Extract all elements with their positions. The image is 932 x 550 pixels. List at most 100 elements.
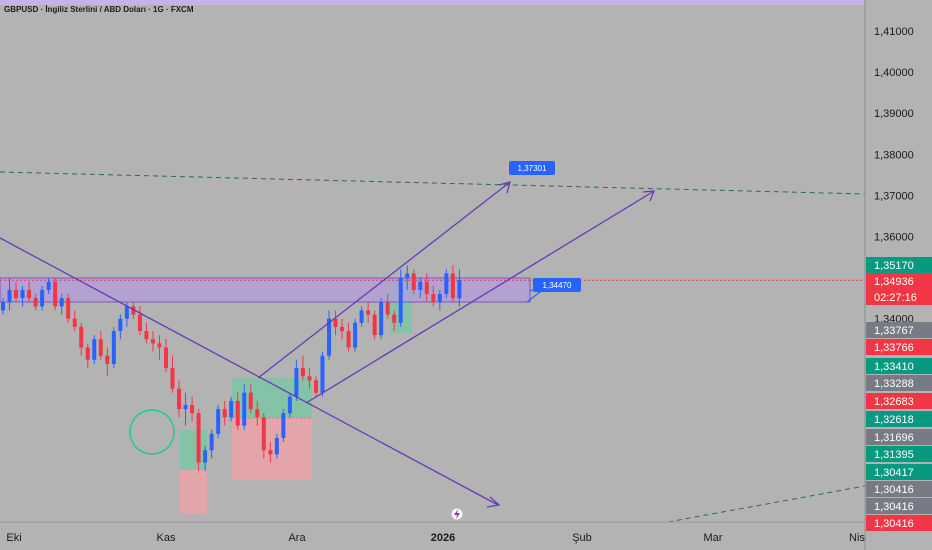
candle-body [392,314,397,323]
axis-price-badge-bg [866,464,932,480]
axis-price-badge: 1,32683 [866,393,932,409]
candle-body [229,400,234,418]
axis-price-badge: 1,30416 [866,481,932,497]
axis-price-badge-bg [866,446,932,462]
axis-price-badge: 02:27:16 [866,289,932,305]
candle-body [111,331,116,364]
candles [1,265,462,471]
candle-body [92,339,97,360]
candle [274,433,279,459]
candle [72,310,77,332]
candle [85,343,90,369]
candle-body [431,294,436,303]
candle [300,355,305,381]
chart-title: GBPUSD · İngiliz Sterlini / ABD Doları ·… [4,5,194,14]
candle [79,322,84,356]
candle-body [248,392,253,410]
candle [150,331,155,352]
target-price-label: 1,37301 [509,161,555,175]
candle [53,277,58,311]
candle [203,446,208,471]
candle-body [327,318,331,356]
time-tick-label: Eki [6,532,21,544]
candle-body [333,318,338,327]
axis-price-badge-text: 02:27:16 [874,292,917,304]
candle-body [353,322,358,348]
candle [255,400,260,426]
descending-arrow-head [486,496,501,508]
candle-body [59,298,64,307]
price-tick-label: 1,41000 [874,26,914,38]
candle-body [150,339,155,344]
candle [444,269,449,299]
candle [196,409,201,471]
candle [450,265,455,303]
lightning-icon[interactable] [450,507,464,521]
axis-price-badge-text: 1,30416 [874,518,914,530]
candle [105,347,110,377]
candle-body [27,289,32,299]
axis-price-badge: 1,31395 [866,446,932,462]
candle [242,384,247,430]
candle [157,335,162,360]
candle [20,285,25,307]
candle-body [1,302,5,311]
candle-body [418,281,423,290]
candle-body [72,318,77,327]
candle-body [170,368,175,389]
candle [411,269,416,295]
candle [405,265,410,290]
axis-price-badge: 1,32618 [866,411,932,427]
candle [92,335,97,364]
zone-price-label: 1,34470 [533,278,581,292]
time-tick-label: 2026 [431,532,455,544]
candle-body [105,355,110,364]
candle-body [450,273,455,299]
channel-upper-arrow-head [498,181,511,194]
drawing-layer-front [0,181,655,508]
candle-body [131,306,136,315]
price-tick-label: 1,40000 [874,67,914,79]
time-tick-label: Şub [572,532,592,544]
candle-body [385,302,390,315]
candle-body [366,310,371,315]
candle [222,400,227,426]
candle [313,376,318,397]
candle [385,294,390,319]
candle-body [203,450,208,463]
candle-body [235,400,240,426]
axis-price-badge-bg [866,339,932,355]
candle [281,409,286,442]
candle-body [320,355,325,393]
candle [333,310,338,336]
candle [261,413,266,459]
candle-body [222,409,227,418]
dashed-resistance-line [0,171,866,195]
candle-body [444,273,449,295]
candle [398,269,403,327]
candle-body [242,392,247,426]
top-zone-band [0,0,865,5]
price-tick-label: 1,38000 [874,149,914,161]
time-axis[interactable]: Eki Kas Ara 2026 Şub Mar Nis [6,532,865,544]
candle-body [209,433,214,451]
axis-price-badge-bg [866,498,932,514]
candle [392,310,397,332]
candle [98,331,103,360]
candle [7,277,12,311]
axis-price-badge-bg [866,481,932,497]
candle-body [118,318,123,332]
long-position-risk-2 [232,418,312,480]
candle [46,277,51,295]
channel-lower-line [305,190,655,404]
candle-body [53,281,58,307]
candle [307,368,312,389]
axis-price-badge: 1,31696 [866,429,932,445]
candle [216,405,221,438]
candle [177,380,182,418]
candle [431,285,436,307]
candle [33,294,38,311]
candle-body [14,289,19,299]
